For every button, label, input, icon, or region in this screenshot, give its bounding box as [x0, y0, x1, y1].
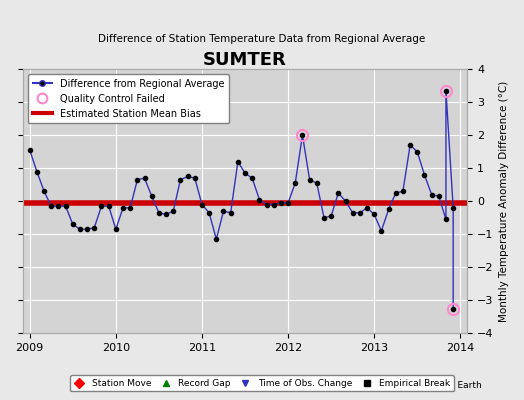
Text: Difference of Station Temperature Data from Regional Average: Difference of Station Temperature Data f…	[99, 34, 425, 44]
Title: SUMTER: SUMTER	[203, 51, 287, 69]
Text: Berkeley Earth: Berkeley Earth	[416, 381, 482, 390]
Legend: Difference from Regional Average, Quality Control Failed, Estimated Station Mean: Difference from Regional Average, Qualit…	[28, 74, 229, 124]
Legend: Station Move, Record Gap, Time of Obs. Change, Empirical Break: Station Move, Record Gap, Time of Obs. C…	[70, 375, 454, 392]
Y-axis label: Monthly Temperature Anomaly Difference (°C): Monthly Temperature Anomaly Difference (…	[499, 80, 509, 322]
